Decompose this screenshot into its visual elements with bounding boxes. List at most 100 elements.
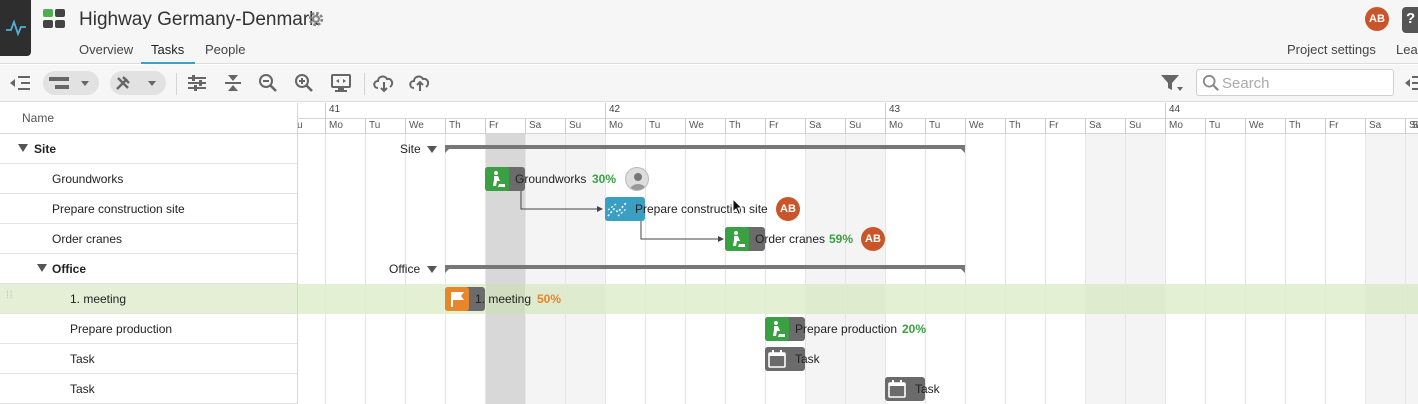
grid-line [1365, 134, 1366, 404]
assignee-avatar[interactable]: AB [776, 197, 800, 221]
day-label: Sa [809, 120, 822, 131]
grid-line [1005, 134, 1006, 404]
panel-toggle-icon[interactable] [1404, 71, 1418, 95]
day-label: Su [1129, 120, 1142, 131]
day-label: Th [1009, 120, 1021, 131]
tab-overview[interactable]: Overview [79, 42, 134, 57]
grid-line [1325, 134, 1326, 404]
week-number: 41 [329, 104, 341, 115]
week-number: 44 [1169, 104, 1181, 115]
cloud-upload-icon[interactable] [408, 71, 432, 95]
task-row-task[interactable]: Task [0, 374, 297, 404]
task-bar-order-cranes[interactable] [725, 227, 765, 251]
task-row-site[interactable]: Site [0, 134, 297, 164]
task-bar-meeting[interactable] [445, 287, 485, 311]
task-bar-task[interactable] [765, 347, 805, 371]
bar-style-dropdown[interactable] [43, 71, 99, 95]
task-bar-groundworks[interactable] [485, 167, 525, 191]
day-separator [1085, 119, 1086, 134]
fit-screen-icon[interactable] [329, 71, 353, 95]
collapse-caret-icon[interactable] [18, 144, 28, 152]
app-header: Highway Germany-Denmark AB ? Overview Ta… [0, 0, 1418, 64]
task-row-prepare-construction-site[interactable]: Prepare construction site [0, 194, 297, 224]
task-bar-prepare-production[interactable] [765, 317, 805, 341]
task-row-prepare-production[interactable]: Prepare production [0, 314, 297, 344]
help-icon[interactable]: ? [1402, 7, 1418, 33]
day-separator [1005, 119, 1006, 134]
column-header-name[interactable]: Name [0, 103, 297, 134]
app-logo[interactable] [0, 0, 31, 56]
day-separator [765, 119, 766, 134]
day-separator [845, 119, 846, 134]
task-bar-task[interactable] [885, 377, 925, 401]
outdent-icon[interactable] [8, 71, 32, 95]
zoom-in-icon[interactable] [293, 71, 315, 95]
user-avatar[interactable]: AB [1365, 7, 1389, 31]
grid-line [725, 134, 726, 404]
day-label: We [969, 120, 984, 131]
gantt-timeline[interactable]: 41 42 43 44 u Mo Tu We Th Fr Sa Su Mo Tu We Th Fr Sa… [298, 103, 1418, 404]
assignee-avatar[interactable]: AB [861, 227, 885, 251]
construction-worker-icon [765, 317, 789, 341]
task-row-order-cranes[interactable]: Order cranes [0, 224, 297, 254]
grid-line [365, 134, 366, 404]
group-bar-site[interactable] [445, 145, 965, 153]
gear-icon[interactable] [307, 10, 325, 28]
day-separator [725, 119, 726, 134]
day-label: Sa [529, 120, 542, 131]
collapse-icon[interactable] [222, 71, 244, 95]
task-name: Task [915, 382, 940, 396]
survey-line-icon [605, 197, 629, 221]
day-label: Mo [1169, 120, 1183, 131]
learn-link[interactable]: Lear [1396, 42, 1418, 57]
progress-percent: 59% [829, 232, 854, 246]
day-separator [1325, 119, 1326, 134]
toolbar [0, 65, 1418, 102]
collapse-caret-icon[interactable] [37, 264, 47, 272]
task-row-meeting[interactable]: ⁞⁞ 1. meeting [0, 284, 297, 314]
task-name: Task [795, 352, 820, 366]
task-list-panel: Name Site Groundworks Prepare constructi… [0, 103, 298, 404]
weekend-shade [1365, 134, 1418, 404]
day-separator [365, 119, 366, 134]
project-dashboard-icon [43, 9, 67, 29]
tab-people[interactable]: People [205, 42, 246, 57]
group-caret-icon[interactable] [427, 266, 437, 273]
cloud-download-icon[interactable] [372, 71, 396, 95]
calendar-icon [885, 377, 909, 401]
settings-sliders-icon[interactable] [186, 71, 208, 95]
tab-tasks[interactable]: Tasks [151, 42, 185, 57]
search-input[interactable] [1222, 73, 1387, 93]
grid-line [805, 134, 806, 404]
row-label: Prepare construction site [52, 202, 185, 216]
day-label: u [298, 120, 303, 131]
group-bar-office[interactable] [445, 265, 965, 273]
day-label: Th [729, 120, 741, 131]
grid-line [645, 134, 646, 404]
day-label: Fr [769, 120, 779, 131]
task-name: 1. meeting [475, 292, 532, 306]
task-row-office[interactable]: Office [0, 254, 297, 284]
week-number: 42 [609, 104, 621, 115]
task-bar-prepare-construction-site[interactable] [605, 197, 645, 221]
photo-avatar[interactable] [625, 167, 649, 191]
drag-handle-icon[interactable]: ⁞⁞ [6, 290, 14, 301]
task-row-task[interactable]: Task [0, 344, 297, 374]
tools-dropdown[interactable] [110, 71, 166, 95]
day-label: We [1249, 120, 1264, 131]
filter-icon[interactable] [1158, 71, 1186, 95]
task-name: Order cranes [755, 232, 826, 246]
day-separator [925, 119, 926, 134]
project-settings-link[interactable]: Project settings [1287, 42, 1376, 57]
group-caret-icon[interactable] [427, 146, 437, 153]
day-label: Mo [609, 120, 623, 131]
day-label: Tu [1209, 120, 1221, 131]
day-separator [1285, 119, 1286, 134]
day-label: Fr [1049, 120, 1059, 131]
zoom-out-icon[interactable] [257, 71, 279, 95]
grid-line [1165, 134, 1166, 404]
day-label: Sa [1089, 120, 1102, 131]
task-row-groundworks[interactable]: Groundworks [0, 164, 297, 194]
progress-percent: 50% [537, 292, 562, 306]
grid-line [925, 134, 926, 404]
